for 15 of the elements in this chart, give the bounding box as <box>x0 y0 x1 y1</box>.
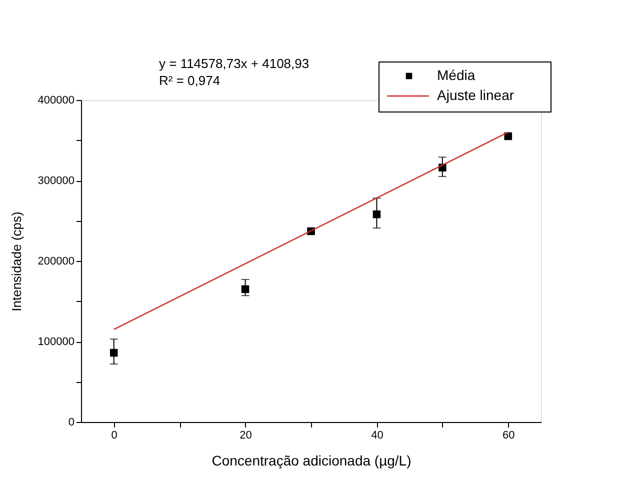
text: R² = 0,974 <box>159 73 220 88</box>
x-tick-label: 20 <box>240 430 252 442</box>
y-tick-label: 200000 <box>38 256 74 268</box>
x-axis-title: Concentração adicionada (µg/L) <box>212 452 412 468</box>
y-tick-label: 100000 <box>38 336 74 348</box>
y-tick-label: 0 <box>68 416 74 428</box>
x-tick-label: 40 <box>371 430 384 442</box>
legend-label: Média <box>437 67 476 83</box>
legend-label: Ajuste linear <box>437 87 514 103</box>
text: y = 114578,73x + 4108,93 <box>159 56 310 71</box>
x-tick-label: 60 <box>502 430 515 442</box>
y-tick-label: 400000 <box>38 94 74 106</box>
y-tick-label: 300000 <box>38 175 74 187</box>
x-tick-label: 0 <box>111 430 118 442</box>
y-axis-title: Intensidade (cps) <box>8 212 24 312</box>
